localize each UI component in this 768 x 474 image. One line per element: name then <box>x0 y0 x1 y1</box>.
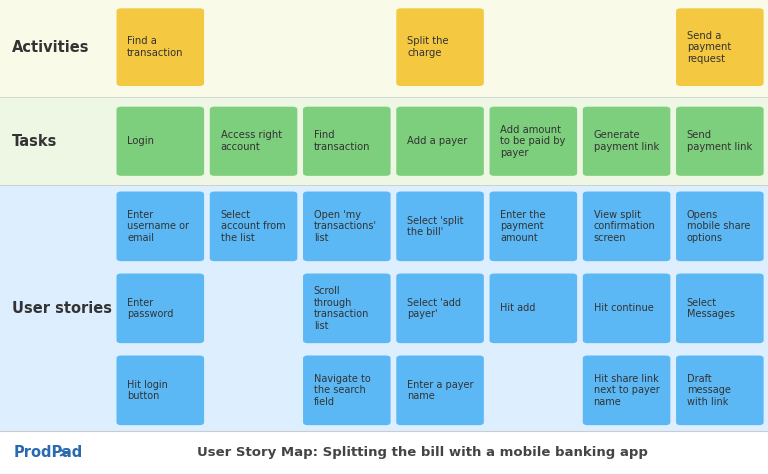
Text: Enter
password: Enter password <box>127 298 174 319</box>
Text: Activities: Activities <box>12 40 89 55</box>
Text: Scroll
through
transaction
list: Scroll through transaction list <box>314 286 369 331</box>
Text: Hit share link
next to payer
name: Hit share link next to payer name <box>594 374 659 407</box>
FancyBboxPatch shape <box>583 191 670 261</box>
FancyBboxPatch shape <box>676 107 763 176</box>
Text: User stories: User stories <box>12 301 111 316</box>
Bar <box>0 185 768 431</box>
Text: Find
transaction: Find transaction <box>314 130 370 152</box>
FancyBboxPatch shape <box>489 191 577 261</box>
FancyBboxPatch shape <box>117 356 204 425</box>
Text: Select 'add
payer': Select 'add payer' <box>407 298 461 319</box>
FancyBboxPatch shape <box>210 107 297 176</box>
Text: Login: Login <box>127 136 154 146</box>
Text: Enter
username or
email: Enter username or email <box>127 210 189 243</box>
Text: Draft
message
with link: Draft message with link <box>687 374 730 407</box>
Text: Add amount
to be paid by
payer: Add amount to be paid by payer <box>500 125 566 158</box>
Text: Access right
account: Access right account <box>220 130 282 152</box>
Text: Hit login
button: Hit login button <box>127 380 168 401</box>
Text: Tasks: Tasks <box>12 134 57 149</box>
FancyBboxPatch shape <box>489 107 577 176</box>
Text: Hit continue: Hit continue <box>594 303 654 313</box>
FancyBboxPatch shape <box>489 273 577 343</box>
FancyBboxPatch shape <box>396 9 484 86</box>
FancyBboxPatch shape <box>583 356 670 425</box>
Bar <box>0 97 768 185</box>
Text: Generate
payment link: Generate payment link <box>594 130 659 152</box>
Text: Send
payment link: Send payment link <box>687 130 752 152</box>
FancyBboxPatch shape <box>117 107 204 176</box>
Text: Select 'split
the bill': Select 'split the bill' <box>407 216 464 237</box>
Text: Opens
mobile share
options: Opens mobile share options <box>687 210 750 243</box>
FancyBboxPatch shape <box>676 191 763 261</box>
FancyBboxPatch shape <box>117 191 204 261</box>
FancyBboxPatch shape <box>396 273 484 343</box>
Bar <box>0 0 768 97</box>
FancyBboxPatch shape <box>676 9 763 86</box>
Text: User Story Map: Splitting the bill with a mobile banking app: User Story Map: Splitting the bill with … <box>197 446 648 459</box>
FancyBboxPatch shape <box>583 273 670 343</box>
Text: Hit add: Hit add <box>500 303 535 313</box>
FancyBboxPatch shape <box>676 356 763 425</box>
Text: Find a
transaction: Find a transaction <box>127 36 184 58</box>
FancyBboxPatch shape <box>117 273 204 343</box>
FancyBboxPatch shape <box>303 356 391 425</box>
FancyBboxPatch shape <box>396 107 484 176</box>
Text: Select
Messages: Select Messages <box>687 298 735 319</box>
Text: Enter the
payment
amount: Enter the payment amount <box>500 210 546 243</box>
Text: Split the
charge: Split the charge <box>407 36 449 58</box>
Text: Navigate to
the search
field: Navigate to the search field <box>314 374 370 407</box>
FancyBboxPatch shape <box>303 191 391 261</box>
FancyBboxPatch shape <box>210 191 297 261</box>
FancyBboxPatch shape <box>396 356 484 425</box>
Bar <box>0 431 768 474</box>
FancyBboxPatch shape <box>117 9 204 86</box>
Text: View split
confirmation
screen: View split confirmation screen <box>594 210 655 243</box>
Text: Add a payer: Add a payer <box>407 136 468 146</box>
Text: Select
account from
the list: Select account from the list <box>220 210 285 243</box>
FancyBboxPatch shape <box>303 273 391 343</box>
FancyBboxPatch shape <box>676 273 763 343</box>
Text: Open 'my
transactions'
list: Open 'my transactions' list <box>314 210 377 243</box>
FancyBboxPatch shape <box>583 107 670 176</box>
FancyBboxPatch shape <box>396 191 484 261</box>
FancyBboxPatch shape <box>303 107 391 176</box>
Text: ProdPad: ProdPad <box>14 445 83 460</box>
Text: Send a
payment
request: Send a payment request <box>687 30 731 64</box>
Text: Enter a payer
name: Enter a payer name <box>407 380 474 401</box>
